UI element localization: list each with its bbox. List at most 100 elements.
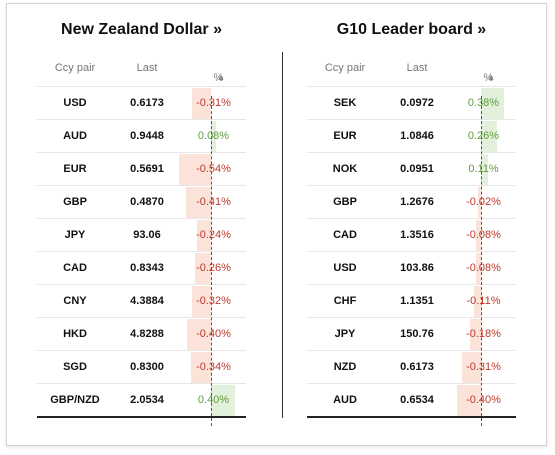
table-row[interactable]: SGD 0.8300 -0.34% bbox=[37, 350, 246, 383]
percent-change-cell: -0.32% bbox=[196, 295, 231, 307]
change-bar-negative bbox=[476, 253, 481, 284]
percent-change-cell: -0.24% bbox=[196, 229, 231, 241]
change-bar-negative bbox=[186, 187, 211, 218]
percent-change-cell: -0.02% bbox=[466, 196, 501, 208]
last-price-cell: 0.0951 bbox=[400, 163, 434, 175]
ccy-pair-cell[interactable]: EUR bbox=[333, 130, 357, 142]
table-row[interactable]: EUR 0.5691 -0.54% bbox=[37, 152, 246, 185]
table-row[interactable]: USD 0.6173 -0.31% bbox=[37, 86, 246, 119]
widget-frame: New Zealand Dollar » Ccy pair Last % ▲ US… bbox=[6, 3, 547, 446]
header-percent-label: % bbox=[213, 72, 224, 84]
ccy-pair-cell[interactable]: AUD bbox=[333, 394, 357, 406]
percent-change-cell: 0.26% bbox=[467, 130, 500, 142]
table-row[interactable]: AUD 0.6534 -0.40% bbox=[307, 383, 516, 416]
ccy-pair-cell[interactable]: EUR bbox=[63, 163, 87, 175]
table-row[interactable]: CHF 1.1351 -0.11% bbox=[307, 284, 516, 317]
last-price-cell: 150.76 bbox=[400, 328, 434, 340]
change-bar-negative bbox=[192, 88, 211, 119]
zero-line bbox=[211, 96, 212, 426]
table-row[interactable]: GBP 0.4870 -0.41% bbox=[37, 185, 246, 218]
ccy-pair-cell[interactable]: GBP/NZD bbox=[50, 394, 100, 406]
table-bottom-rule bbox=[37, 416, 246, 418]
change-bar-negative bbox=[462, 352, 481, 383]
change-bar-negative bbox=[195, 253, 211, 284]
last-price-cell: 0.5691 bbox=[130, 163, 164, 175]
ccy-pair-cell[interactable]: GBP bbox=[333, 196, 357, 208]
table-row[interactable]: CAD 0.8343 -0.26% bbox=[37, 251, 246, 284]
percent-change-cell: -0.40% bbox=[466, 394, 501, 406]
table-row[interactable]: SEK 0.0972 0.38% bbox=[307, 86, 516, 119]
ccy-pair-cell[interactable]: HKD bbox=[63, 328, 87, 340]
percent-change-cell: -0.08% bbox=[466, 262, 501, 274]
ccy-pair-cell[interactable]: CHF bbox=[333, 295, 357, 307]
change-bar-negative bbox=[187, 319, 211, 350]
percent-change-cell: -0.54% bbox=[196, 163, 231, 175]
change-bar-negative bbox=[190, 352, 211, 383]
last-price-cell: 93.06 bbox=[133, 229, 161, 241]
percent-change-cell: -0.40% bbox=[196, 328, 231, 340]
ccy-pair-cell[interactable]: JPY bbox=[334, 328, 356, 340]
table-row[interactable]: JPY 150.76 -0.18% bbox=[307, 317, 516, 350]
change-bar-negative bbox=[196, 220, 211, 251]
change-bar-negative bbox=[457, 385, 481, 416]
g10-panel: G10 Leader board » Ccy pair Last % ▲ SEK 0… bbox=[307, 18, 516, 426]
last-price-cell: 1.2676 bbox=[400, 196, 434, 208]
last-price-cell: 103.86 bbox=[400, 262, 434, 274]
last-price-cell: 1.0846 bbox=[400, 130, 434, 142]
change-bar-negative bbox=[474, 286, 481, 317]
nzd-panel: New Zealand Dollar » Ccy pair Last % ▲ US… bbox=[37, 18, 246, 426]
nzd-panel-title[interactable]: New Zealand Dollar » bbox=[61, 21, 222, 38]
last-price-cell: 2.0534 bbox=[130, 394, 164, 406]
table-row[interactable]: NZD 0.6173 -0.31% bbox=[307, 350, 516, 383]
ccy-pair-cell[interactable]: NOK bbox=[332, 163, 358, 175]
header-percent-label: % bbox=[483, 72, 494, 84]
percent-change-cell: 0.38% bbox=[467, 97, 500, 109]
percent-change-cell: -0.34% bbox=[196, 361, 231, 373]
last-price-cell: 4.3884 bbox=[130, 295, 164, 307]
ccy-pair-cell[interactable]: CAD bbox=[333, 229, 357, 241]
last-price-cell: 0.0972 bbox=[400, 97, 434, 109]
table-header: Ccy pair Last % ▲ bbox=[37, 52, 246, 86]
last-price-cell: 0.8300 bbox=[130, 361, 164, 373]
ccy-pair-cell[interactable]: USD bbox=[333, 262, 357, 274]
percent-change-cell: 0.08% bbox=[197, 130, 230, 142]
ccy-pair-cell[interactable]: CNY bbox=[63, 295, 87, 307]
table-row[interactable]: EUR 1.0846 0.26% bbox=[307, 119, 516, 152]
table-bottom-rule bbox=[307, 416, 516, 418]
nzd-rows: USD 0.6173 -0.31% AUD 0.9448 0.08% EUR 0.5691 -0… bbox=[37, 86, 246, 418]
header-last[interactable]: Last bbox=[136, 62, 158, 74]
last-price-cell: 0.6534 bbox=[400, 394, 434, 406]
table-row[interactable]: HKD 4.8288 -0.40% bbox=[37, 317, 246, 350]
ccy-pair-cell[interactable]: SEK bbox=[333, 97, 357, 109]
table-row[interactable]: USD 103.86 -0.08% bbox=[307, 251, 516, 284]
table-row[interactable]: CNY 4.3884 -0.32% bbox=[37, 284, 246, 317]
ccy-pair-cell[interactable]: SGD bbox=[63, 361, 87, 373]
last-price-cell: 4.8288 bbox=[130, 328, 164, 340]
sort-arrow-icon: ▲ bbox=[486, 72, 496, 82]
ccy-pair-cell[interactable]: JPY bbox=[64, 229, 86, 241]
ccy-pair-cell[interactable]: CAD bbox=[63, 262, 87, 274]
g10-panel-title[interactable]: G10 Leader board » bbox=[336, 21, 487, 38]
last-price-cell: 0.8343 bbox=[130, 262, 164, 274]
ccy-pair-cell[interactable]: USD bbox=[63, 97, 87, 109]
table-row[interactable]: AUD 0.9448 0.08% bbox=[37, 119, 246, 152]
zero-line bbox=[481, 96, 482, 426]
percent-change-cell: 0.11% bbox=[468, 163, 499, 175]
percent-change-cell: -0.31% bbox=[466, 361, 501, 373]
header-ccy-pair[interactable]: Ccy pair bbox=[54, 62, 96, 74]
change-bar-positive bbox=[481, 154, 488, 185]
ccy-pair-cell[interactable]: AUD bbox=[63, 130, 87, 142]
panel-divider bbox=[282, 52, 283, 418]
percent-change-cell: -0.31% bbox=[196, 97, 231, 109]
header-ccy-pair[interactable]: Ccy pair bbox=[324, 62, 366, 74]
table-row[interactable]: CAD 1.3516 -0.08% bbox=[307, 218, 516, 251]
percent-change-cell: -0.26% bbox=[196, 262, 231, 274]
table-row[interactable]: NOK 0.0951 0.11% bbox=[307, 152, 516, 185]
header-last[interactable]: Last bbox=[406, 62, 428, 74]
table-row[interactable]: GBP 1.2676 -0.02% bbox=[307, 185, 516, 218]
table-row[interactable]: GBP/NZD 2.0534 0.40% bbox=[37, 383, 246, 416]
ccy-pair-cell[interactable]: NZD bbox=[333, 361, 357, 373]
table-row[interactable]: JPY 93.06 -0.24% bbox=[37, 218, 246, 251]
change-bar-negative bbox=[478, 187, 481, 218]
ccy-pair-cell[interactable]: GBP bbox=[63, 196, 87, 208]
